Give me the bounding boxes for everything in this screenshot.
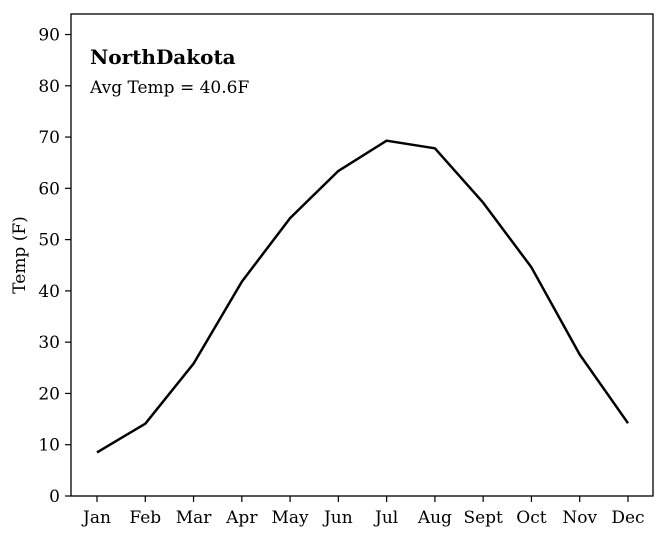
- y-axis-label: Temp (F): [10, 216, 30, 294]
- chart-title: NorthDakota: [90, 45, 236, 69]
- plot-frame: [70, 13, 654, 497]
- y-tick-label: 50: [38, 231, 60, 251]
- y-tick-label: 30: [38, 333, 60, 353]
- y-tick-label: 60: [38, 179, 60, 199]
- y-tick-label: 0: [49, 487, 60, 507]
- x-tick-label: Dec: [611, 508, 644, 528]
- y-tick-label: 90: [38, 26, 60, 46]
- x-tick-label: Apr: [225, 508, 258, 528]
- x-tick-label: Jan: [81, 508, 111, 528]
- y-tick-label: 10: [38, 436, 60, 456]
- y-tick-label: 70: [38, 128, 60, 148]
- y-tick-label: 80: [38, 77, 60, 97]
- x-tick-label: Jul: [373, 508, 398, 528]
- series-line: [96, 139, 630, 454]
- x-tick-label: Mar: [176, 508, 213, 528]
- x-tick-label: Oct: [516, 508, 546, 528]
- y-tick-label: 20: [38, 384, 60, 404]
- x-tick-label: Aug: [417, 508, 452, 528]
- x-axis: Jan Feb Mar Apr May Jun Jul Aug Sept Oct Nov Dec: [81, 496, 645, 528]
- x-tick-label: Sept: [463, 508, 503, 528]
- y-tick-label: 40: [38, 282, 60, 302]
- y-axis: 0 10 20 30 40 50 60 70 80 90: [38, 26, 71, 507]
- x-tick-label: Jun: [322, 508, 353, 528]
- x-tick-label: Feb: [129, 508, 161, 528]
- x-tick-label: May: [272, 508, 310, 528]
- x-tick-label: Nov: [562, 508, 597, 528]
- chart-subtitle: Avg Temp = 40.6F: [89, 78, 249, 98]
